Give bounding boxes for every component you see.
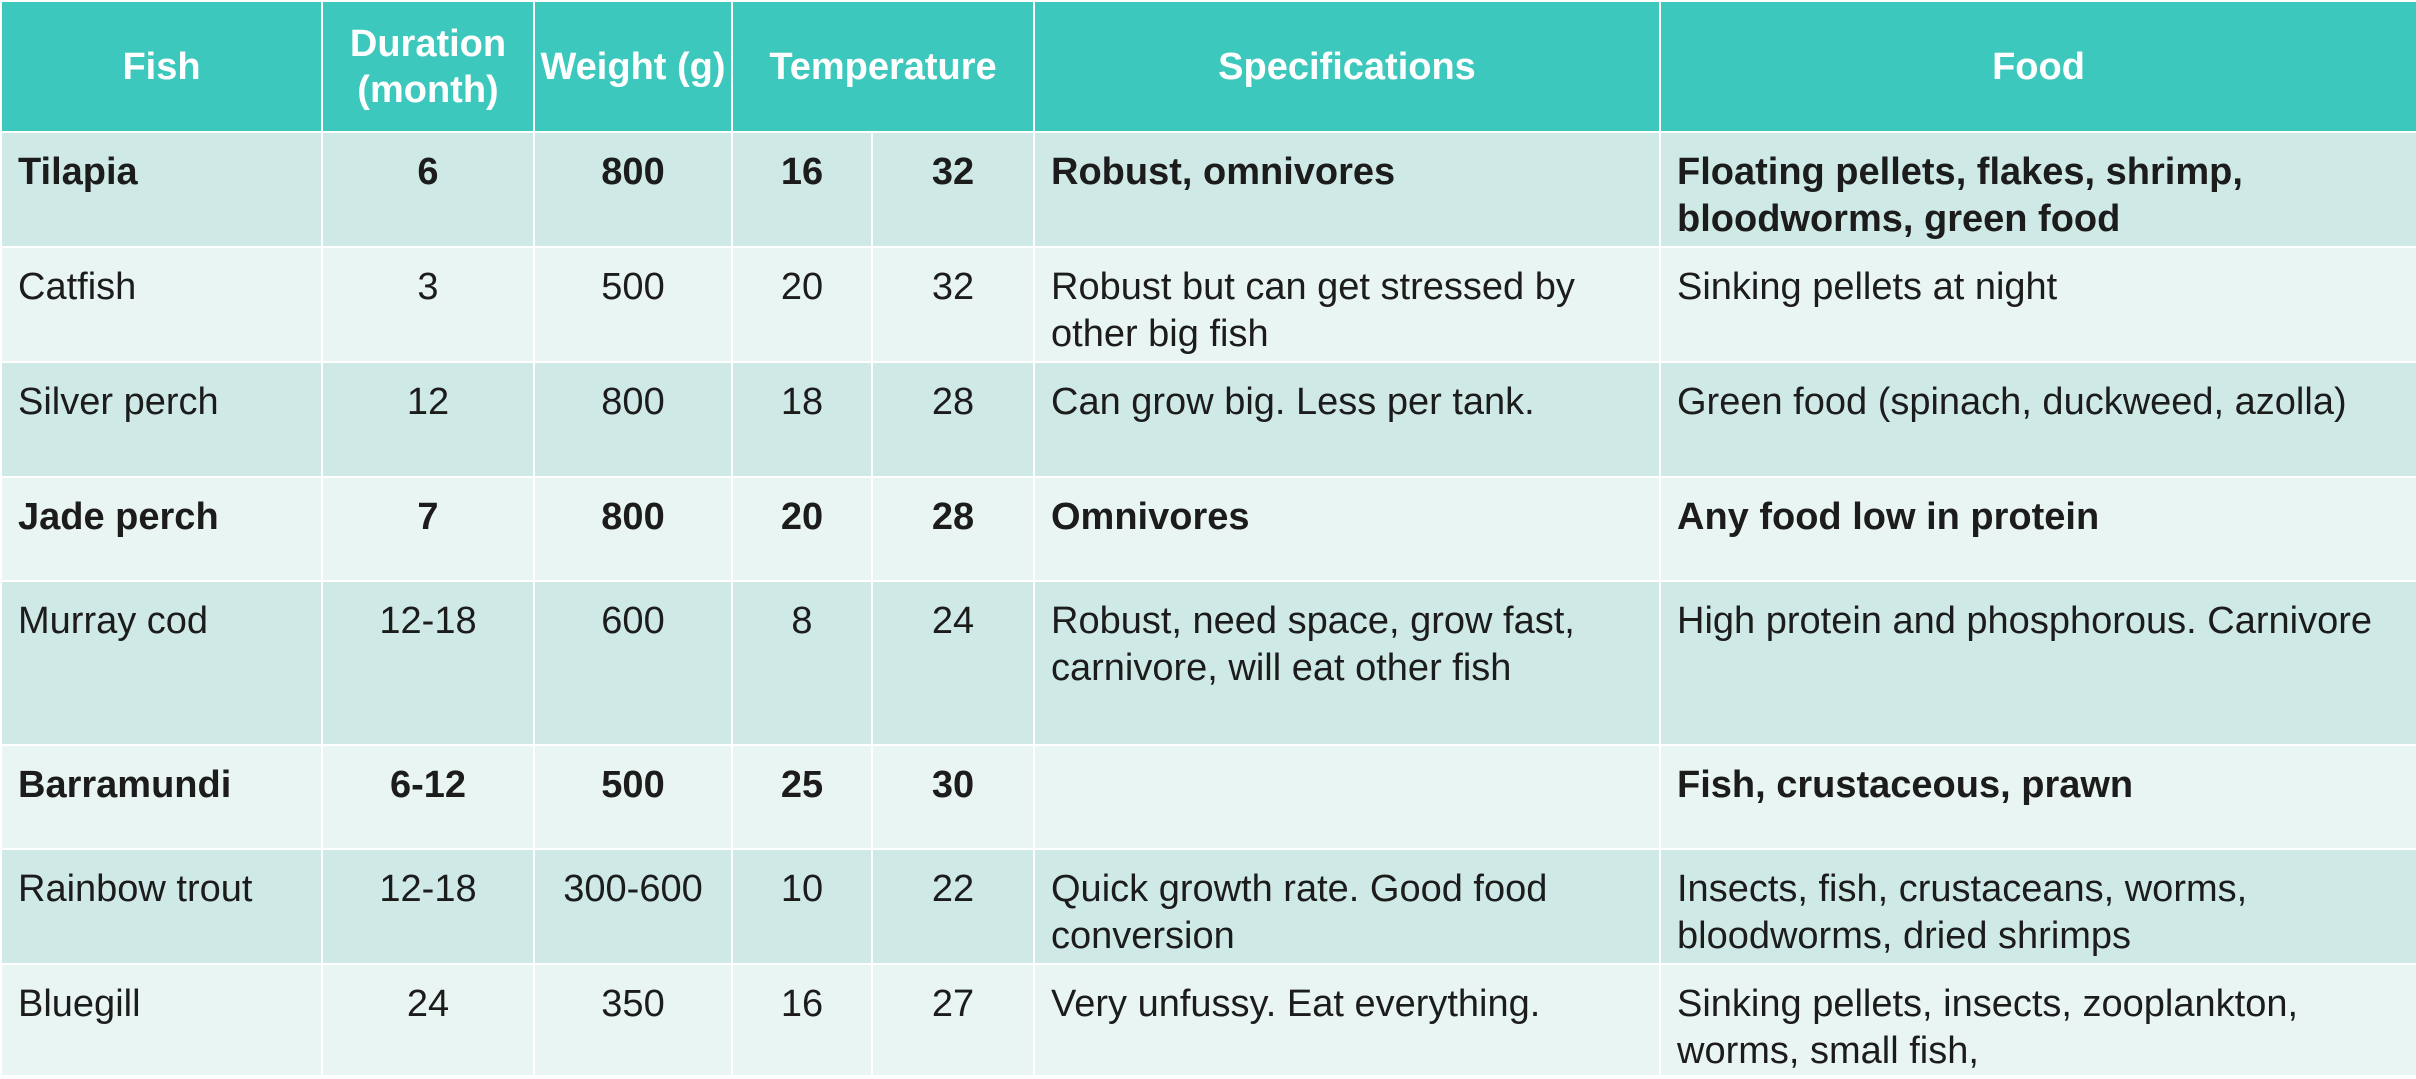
table-row: Bluegill 24 350 16 27 Very unfussy. Eat … <box>0 963 2416 1077</box>
cell-temp-max: 22 <box>871 848 1035 965</box>
cell-food: High protein and phosphorous. Carnivore <box>1659 580 2416 746</box>
table-row: Murray cod 12-18 600 8 24 Robust, need s… <box>0 580 2416 746</box>
cell-fish: Catfish <box>0 246 323 363</box>
cell-temp-min: 25 <box>731 744 873 850</box>
header-specifications: Specifications <box>1033 0 1661 133</box>
cell-food: Sinking pellets, insects, zooplankton, w… <box>1659 963 2416 1077</box>
cell-fish: Barramundi <box>0 744 323 850</box>
cell-temp-min: 10 <box>731 848 873 965</box>
cell-duration: 6-12 <box>321 744 535 850</box>
cell-weight: 350 <box>533 963 733 1077</box>
cell-temp-max: 24 <box>871 580 1035 746</box>
cell-food: Floating pellets, flakes, shrimp, bloodw… <box>1659 131 2416 248</box>
cell-specifications: Robust, omnivores <box>1033 131 1661 248</box>
cell-duration: 6 <box>321 131 535 248</box>
cell-specifications: Omnivores <box>1033 476 1661 582</box>
cell-temp-min: 18 <box>731 361 873 478</box>
cell-fish: Murray cod <box>0 580 323 746</box>
cell-specifications: Quick growth rate. Good food conversion <box>1033 848 1661 965</box>
cell-food: Green food (spinach, duckweed, azolla) <box>1659 361 2416 478</box>
cell-fish: Tilapia <box>0 131 323 248</box>
header-duration: Duration (month) <box>321 0 535 133</box>
cell-fish: Silver perch <box>0 361 323 478</box>
cell-temp-max: 30 <box>871 744 1035 850</box>
cell-temp-max: 27 <box>871 963 1035 1077</box>
cell-weight: 800 <box>533 361 733 478</box>
cell-specifications: Can grow big. Less per tank. <box>1033 361 1661 478</box>
cell-weight: 500 <box>533 744 733 850</box>
cell-temp-min: 16 <box>731 131 873 248</box>
cell-duration: 24 <box>321 963 535 1077</box>
header-food: Food <box>1659 0 2416 133</box>
cell-temp-max: 28 <box>871 476 1035 582</box>
table-row: Jade perch 7 800 20 28 Omnivores Any foo… <box>0 476 2416 582</box>
cell-weight: 800 <box>533 131 733 248</box>
table-row: Silver perch 12 800 18 28 Can grow big. … <box>0 361 2416 478</box>
cell-duration: 12-18 <box>321 848 535 965</box>
cell-duration: 7 <box>321 476 535 582</box>
cell-temp-max: 32 <box>871 131 1035 248</box>
cell-fish: Jade perch <box>0 476 323 582</box>
cell-duration: 3 <box>321 246 535 363</box>
cell-food: Fish, crustaceous, prawn <box>1659 744 2416 850</box>
cell-specifications: Robust, need space, grow fast, carnivore… <box>1033 580 1661 746</box>
cell-specifications <box>1033 744 1661 850</box>
cell-temp-min: 8 <box>731 580 873 746</box>
cell-food: Sinking pellets at night <box>1659 246 2416 363</box>
header-fish: Fish <box>0 0 323 133</box>
header-row: Fish Duration (month) Weight (g) Tempera… <box>0 0 2416 133</box>
cell-specifications: Very unfussy. Eat everything. <box>1033 963 1661 1077</box>
cell-food: Insects, fish, crustaceans, worms, blood… <box>1659 848 2416 965</box>
cell-food: Any food low in protein <box>1659 476 2416 582</box>
cell-weight: 300-600 <box>533 848 733 965</box>
table-row: Barramundi 6-12 500 25 30 Fish, crustace… <box>0 744 2416 850</box>
table-row: Tilapia 6 800 16 32 Robust, omnivores Fl… <box>0 131 2416 248</box>
cell-specifications: Robust but can get stressed by other big… <box>1033 246 1661 363</box>
cell-temp-max: 32 <box>871 246 1035 363</box>
cell-weight: 800 <box>533 476 733 582</box>
cell-temp-min: 20 <box>731 476 873 582</box>
cell-duration: 12-18 <box>321 580 535 746</box>
cell-temp-max: 28 <box>871 361 1035 478</box>
header-temperature: Temperature <box>731 0 1035 133</box>
cell-fish: Bluegill <box>0 963 323 1077</box>
cell-temp-min: 16 <box>731 963 873 1077</box>
cell-fish: Rainbow trout <box>0 848 323 965</box>
cell-weight: 600 <box>533 580 733 746</box>
cell-weight: 500 <box>533 246 733 363</box>
cell-temp-min: 20 <box>731 246 873 363</box>
table-row: Rainbow trout 12-18 300-600 10 22 Quick … <box>0 848 2416 965</box>
table-row: Catfish 3 500 20 32 Robust but can get s… <box>0 246 2416 363</box>
cell-duration: 12 <box>321 361 535 478</box>
header-weight: Weight (g) <box>533 0 733 133</box>
